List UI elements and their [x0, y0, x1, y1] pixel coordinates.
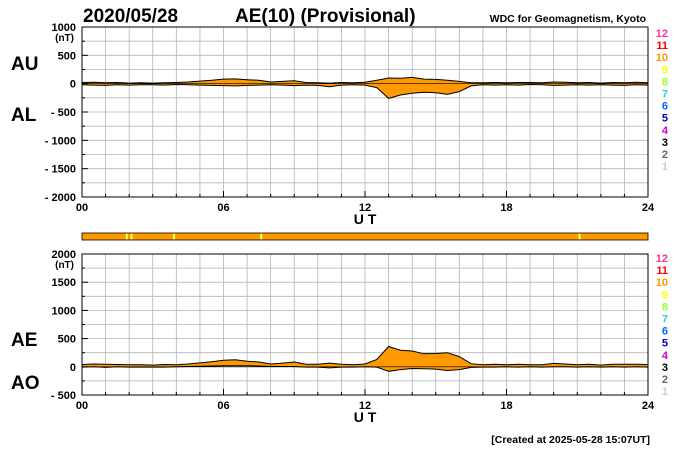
station-count-12: 12 — [656, 28, 668, 40]
x-tick-label: 12 — [359, 400, 371, 412]
coverage-gap-mark — [578, 233, 581, 240]
station-count-5: 5 — [662, 338, 668, 350]
series-line-ae — [81, 345, 649, 366]
station-count-3: 3 — [662, 137, 668, 149]
y-unit-label: (nT) — [55, 33, 74, 44]
station-count-4: 4 — [662, 125, 669, 137]
station-count-12: 12 — [656, 253, 668, 265]
y-tick-label: 1500 — [52, 277, 76, 289]
station-count-11: 11 — [656, 40, 668, 52]
x-axis-label: U T — [354, 409, 377, 425]
y-tick-label: 1000 — [52, 22, 76, 34]
x-axis-label: U T — [354, 211, 377, 227]
series-line-au — [81, 76, 649, 84]
station-count-6: 6 — [662, 101, 668, 113]
station-count-6: 6 — [662, 326, 668, 338]
station-count-11: 11 — [656, 265, 668, 277]
station-count-7: 7 — [662, 89, 668, 101]
x-tick-label: 00 — [76, 400, 88, 412]
coverage-gap-mark — [260, 233, 263, 240]
station-count-10: 10 — [656, 277, 668, 289]
y-unit-label: (nT) — [55, 260, 74, 271]
coverage-gap-mark — [172, 233, 175, 240]
station-count-9: 9 — [662, 64, 668, 76]
coverage-gap-mark — [130, 233, 133, 240]
y-tick-label: 0 — [70, 362, 76, 374]
x-tick-label: 24 — [642, 202, 655, 214]
y-tick-label: - 500 — [51, 107, 76, 119]
series-label-au: AU — [11, 54, 38, 75]
y-tick-label: - 1500 — [45, 164, 76, 176]
x-tick-label: 18 — [500, 202, 512, 214]
x-tick-label: 12 — [359, 202, 371, 214]
station-count-10: 10 — [656, 52, 668, 64]
station-count-8: 8 — [662, 76, 668, 88]
data-source: WDC for Geomagnetism, Kyoto — [490, 13, 646, 25]
series-label-al: AL — [11, 105, 37, 126]
plot-title: AE(10) (Provisional) — [235, 6, 416, 27]
station-count-1: 1 — [662, 386, 668, 398]
coverage-gap-mark — [125, 233, 128, 240]
station-count-5: 5 — [662, 113, 668, 125]
y-tick-label: - 1000 — [45, 135, 76, 147]
y-tick-label: - 500 — [51, 390, 76, 402]
station-coverage-bar — [81, 232, 649, 241]
station-count-3: 3 — [662, 362, 668, 374]
y-tick-label: 0 — [70, 79, 76, 91]
y-tick-label: 2000 — [52, 249, 76, 261]
y-tick-label: 500 — [58, 334, 76, 346]
station-count-7: 7 — [662, 314, 668, 326]
x-tick-label: 00 — [76, 202, 88, 214]
station-count-1: 1 — [662, 161, 668, 173]
x-tick-label: 18 — [500, 400, 512, 412]
station-count-8: 8 — [662, 301, 668, 313]
x-tick-label: 24 — [642, 400, 655, 412]
series-area-fill — [82, 77, 648, 99]
y-tick-label: 1000 — [52, 305, 76, 317]
created-timestamp: [Created at 2025-05-28 15:07UT] — [491, 434, 650, 446]
station-count-2: 2 — [662, 149, 668, 161]
y-tick-label: - 2000 — [45, 192, 76, 204]
series-label-ao: AO — [11, 373, 40, 394]
series-label-ae: AE — [11, 330, 37, 351]
plot-date: 2020/05/28 — [83, 6, 178, 27]
station-count-4: 4 — [662, 350, 669, 362]
x-tick-label: 06 — [217, 202, 229, 214]
series-line-al — [81, 83, 649, 99]
y-tick-label: 500 — [58, 50, 76, 62]
station-count-9: 9 — [662, 289, 668, 301]
x-tick-label: 06 — [217, 400, 229, 412]
station-count-2: 2 — [662, 374, 668, 386]
